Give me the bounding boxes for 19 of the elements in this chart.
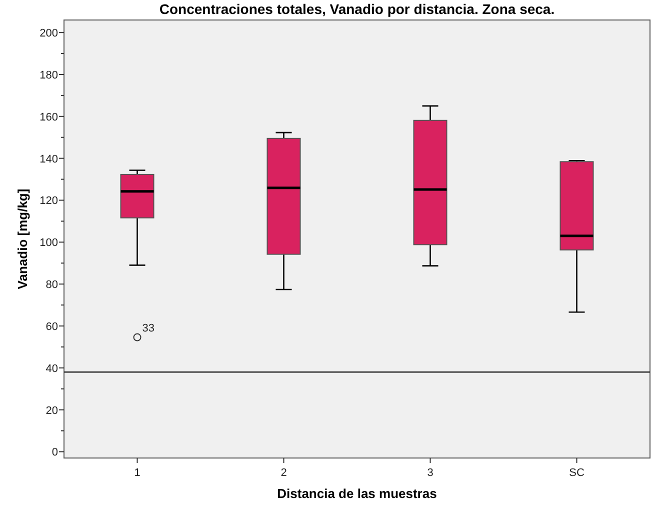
y-tick-label: 160 [40,111,58,124]
annotation: 33 [142,322,154,334]
x-tick-label: 1 [134,467,140,479]
y-tick-label: 0 [52,446,58,459]
y-tick-label: 180 [40,69,58,82]
chart-title: Concentraciones totales, Vanadio por distancia. Zona seca. [159,1,555,17]
x-tick-label: 2 [280,467,287,479]
x-axis-title: Distancia de las muestras [277,486,437,501]
y-tick-label: 40 [46,362,58,375]
y-tick-label: 80 [46,279,58,292]
x-tick-label: SC [569,467,584,479]
y-tick-label: 140 [40,153,58,166]
y-tick-label: 120 [40,195,58,208]
y-tick-label: 100 [40,237,58,250]
x-tick-label: 3 [427,467,434,479]
y-tick-label: 200 [40,28,58,40]
y-axis-title: Vanadio [mg/kg] [15,188,30,290]
y-tick-label: 60 [46,320,58,333]
y-tick-label: 20 [46,404,58,417]
